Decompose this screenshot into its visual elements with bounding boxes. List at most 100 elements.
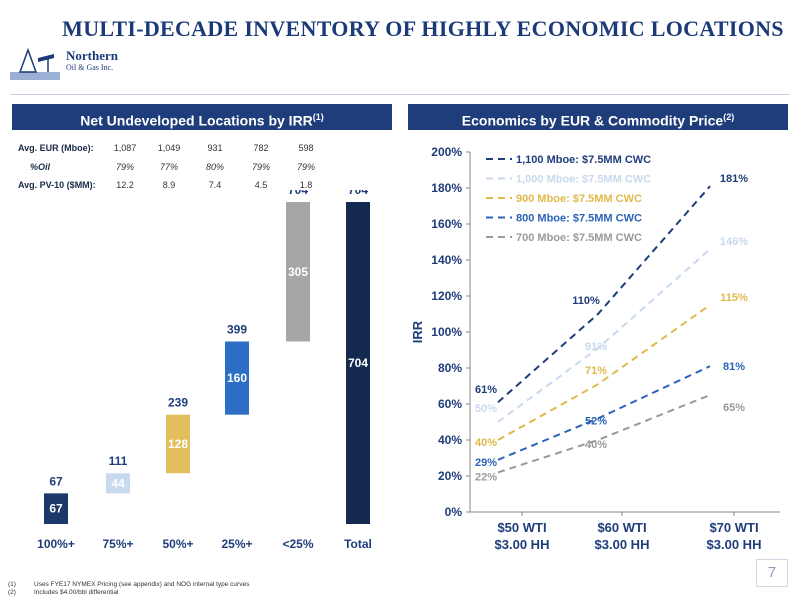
category-label: <25% <box>282 537 313 551</box>
series-line <box>497 304 711 441</box>
stat-oil-value: 77% <box>159 162 178 172</box>
category-label: 75%+ <box>102 537 133 551</box>
stat-eur-value: 1,049 <box>157 143 181 153</box>
segment-label: 44 <box>111 476 125 490</box>
stat-oil-value: 79% <box>251 162 270 172</box>
data-label: 110% <box>572 295 600 307</box>
cumulative-label: 239 <box>168 396 188 410</box>
x-tick-label: $50 WTI $3.00 HH <box>495 520 550 552</box>
series-line <box>497 185 711 403</box>
segment-label: 128 <box>168 437 188 451</box>
logo-subtitle: Oil & Gas Inc. <box>66 63 114 72</box>
x-tick-label: $60 WTI $3.00 HH <box>595 520 650 552</box>
y-tick-label: 60% <box>438 397 462 411</box>
y-tick-label: 80% <box>438 361 462 375</box>
right-panel-header: Economics by EUR & Commodity Price(2) <box>408 104 788 130</box>
right-panel-footnote-ref: (2) <box>723 112 735 122</box>
data-label: 146% <box>720 236 748 248</box>
waterfall-chart: 67 67 100%+ 44 111 75%+ 128 239 50%+ 160 399 25%+ 30… <box>37 190 372 551</box>
segment-label: 704 <box>348 356 368 370</box>
header-divider <box>10 94 790 95</box>
legend-label: 700 Mboe: $7.5MM CWC <box>516 232 642 244</box>
data-label: 115% <box>720 292 748 304</box>
y-tick-label: 20% <box>438 469 462 483</box>
y-tick-label: 200% <box>431 145 462 159</box>
series-line <box>497 248 711 423</box>
left-panel-header: Net Undeveloped Locations by IRR(1) <box>12 104 392 130</box>
data-label: 52% <box>585 415 607 427</box>
data-label: 65% <box>723 402 745 414</box>
y-tick-label: 40% <box>438 433 462 447</box>
y-tick-label: 180% <box>431 181 462 195</box>
category-label: Total <box>344 537 372 551</box>
right-panel-title: Economics by EUR & Commodity Price <box>461 112 724 129</box>
stat-pv10-value: 12.2 <box>116 180 134 190</box>
data-label: 61% <box>475 384 497 396</box>
waterfall-bar <box>44 493 68 524</box>
legend-label: 800 Mboe: $7.5MM CWC <box>516 213 642 225</box>
data-label: 91% <box>585 341 607 353</box>
footnote-text: Includes $4.00/bbl differential <box>34 589 119 596</box>
waterfall-bar <box>286 202 310 342</box>
category-label: 100%+ <box>37 537 75 551</box>
y-axis-title: IRR <box>410 320 425 343</box>
data-label: 81% <box>723 361 745 373</box>
footnote: (2) Includes $4.00/bbl differential <box>8 589 249 597</box>
stat-pv10-value: 8.9 <box>162 180 176 190</box>
series-line <box>497 365 711 461</box>
page-number: 7 <box>756 559 788 587</box>
y-tick-label: 100% <box>431 325 462 339</box>
waterfall-bar <box>225 341 249 415</box>
data-label: 22% <box>475 471 497 483</box>
data-label: 40% <box>585 439 607 451</box>
footnote-number: (2) <box>8 589 16 596</box>
company-logo: Northern Oil & Gas Inc. <box>8 44 118 84</box>
stat-pv10-value: 7.4 <box>208 180 222 190</box>
left-panel-footnote-ref: (1) <box>312 112 324 122</box>
y-tick-label: 120% <box>431 289 462 303</box>
stat-eur-value: 1,087 <box>113 143 137 153</box>
cumulative-label: 67 <box>49 474 63 488</box>
oil-derrick-icon <box>10 47 60 80</box>
stat-eur-value: 782 <box>253 143 269 153</box>
logo-name: Northern <box>66 48 118 63</box>
stat-label-eur: Avg. EUR (Mboe): <box>18 143 94 153</box>
stat-oil-value: 80% <box>205 162 224 172</box>
footnotes: (1) Uses FYE17 NYMEX Pricing (see appendi… <box>8 581 249 597</box>
stat-label-pv10: Avg. PV-10 ($MM): <box>18 180 96 190</box>
waterfall-bar <box>346 202 370 524</box>
y-tick-label: 0% <box>445 505 463 519</box>
segment-label: 160 <box>227 371 247 385</box>
cumulative-label: 399 <box>227 323 247 337</box>
stat-eur-value: 931 <box>207 143 223 153</box>
data-label: 50% <box>475 403 497 415</box>
footnote-number: (1) <box>8 581 16 588</box>
data-label: 40% <box>475 437 497 449</box>
irr-line-chart: 0% 20% 40% 60% 80% 100% 120% 140% 160% 180% 200% IR… <box>410 145 780 552</box>
stat-eur-value: 598 <box>298 143 314 153</box>
page-title: MULTI-DECADE INVENTORY OF HIGHLY ECONOMI… <box>62 16 784 41</box>
stat-oil-value: 79% <box>296 162 315 172</box>
stat-oil-value: 79% <box>115 162 134 172</box>
footnote-text: Uses FYE17 NYMEX Pricing (see appendix) … <box>34 581 250 588</box>
cumulative-label: 704 <box>288 190 308 197</box>
series-line <box>497 394 711 474</box>
data-label: 181% <box>720 173 748 185</box>
left-panel-title: Net Undeveloped Locations by IRR <box>80 112 313 129</box>
segment-label: 67 <box>49 502 63 516</box>
stat-pv10-value: 4.5 <box>254 180 268 190</box>
waterfall-bar <box>106 473 130 494</box>
legend-label: 1,100 Mboe: $7.5MM CWC <box>516 154 651 166</box>
stat-label-oil: %Oil <box>30 162 51 172</box>
data-label: 71% <box>585 365 607 377</box>
segment-label: 305 <box>288 265 308 279</box>
category-label: 50%+ <box>162 537 193 551</box>
data-label: 29% <box>475 457 497 469</box>
waterfall-bar <box>166 414 190 474</box>
y-tick-label: 160% <box>431 217 462 231</box>
cumulative-label: 111 <box>109 454 128 468</box>
cumulative-label: 704 <box>348 190 368 197</box>
legend-label: 1,000 Mboe: $7.5MM CWC <box>516 174 651 186</box>
legend-label: 900 Mboe: $7.5MM CWC <box>516 193 642 205</box>
category-label: 25%+ <box>221 537 252 551</box>
